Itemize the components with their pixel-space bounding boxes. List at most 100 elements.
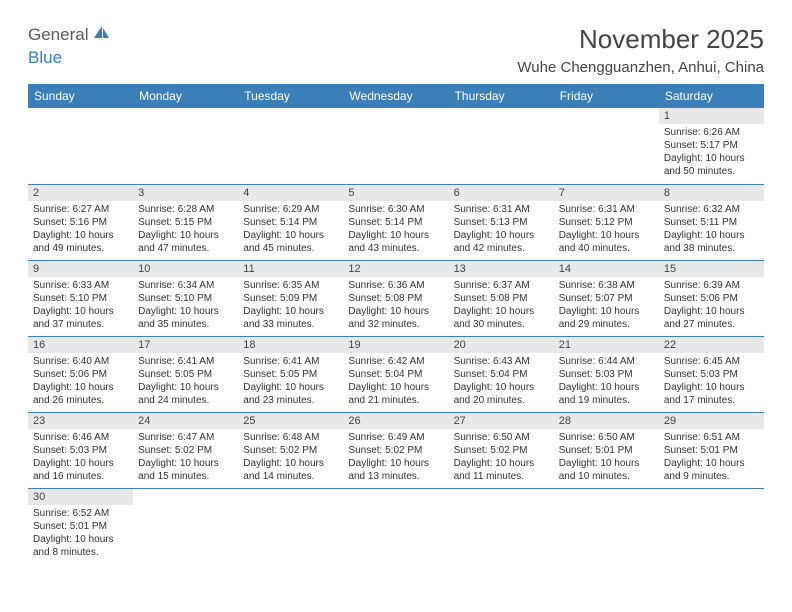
calendar-cell	[659, 488, 764, 564]
day-number: 13	[449, 261, 554, 277]
day-number: 29	[659, 413, 764, 429]
sunset-text: Sunset: 5:05 PM	[138, 368, 233, 381]
logo-blue-wrap: Blue	[28, 48, 62, 68]
sunrise-text: Sunrise: 6:32 AM	[664, 203, 759, 216]
day-number: 16	[28, 337, 133, 353]
location-subtitle: Wuhe Chengguanzhen, Anhui, China	[517, 59, 764, 76]
calendar-cell: 5Sunrise: 6:30 AMSunset: 5:14 PMDaylight…	[343, 184, 448, 260]
weekday-header: Monday	[133, 84, 238, 108]
day-number: 4	[238, 185, 343, 201]
day-number: 30	[28, 489, 133, 505]
sunrise-text: Sunrise: 6:47 AM	[138, 431, 233, 444]
calendar-cell: 6Sunrise: 6:31 AMSunset: 5:13 PMDaylight…	[449, 184, 554, 260]
calendar-week-row: 30Sunrise: 6:52 AMSunset: 5:01 PMDayligh…	[28, 488, 764, 564]
day-sun-info: Sunrise: 6:46 AMSunset: 5:03 PMDaylight:…	[28, 429, 133, 487]
calendar-cell	[238, 488, 343, 564]
sunrise-text: Sunrise: 6:49 AM	[348, 431, 443, 444]
sunset-text: Sunset: 5:03 PM	[664, 368, 759, 381]
sunrise-text: Sunrise: 6:40 AM	[33, 355, 128, 368]
day-number: 28	[554, 413, 659, 429]
sunrise-text: Sunrise: 6:50 AM	[559, 431, 654, 444]
day-sun-info: Sunrise: 6:52 AMSunset: 5:01 PMDaylight:…	[28, 505, 133, 563]
calendar-cell	[343, 488, 448, 564]
day-number: 9	[28, 261, 133, 277]
daylight-text: Daylight: 10 hours and 38 minutes.	[664, 229, 759, 255]
sail-icon	[92, 24, 112, 45]
calendar-cell	[343, 108, 448, 184]
calendar-cell: 21Sunrise: 6:44 AMSunset: 5:03 PMDayligh…	[554, 336, 659, 412]
day-sun-info: Sunrise: 6:42 AMSunset: 5:04 PMDaylight:…	[343, 353, 448, 411]
daylight-text: Daylight: 10 hours and 19 minutes.	[559, 381, 654, 407]
daylight-text: Daylight: 10 hours and 20 minutes.	[454, 381, 549, 407]
day-sun-info: Sunrise: 6:50 AMSunset: 5:01 PMDaylight:…	[554, 429, 659, 487]
day-sun-info: Sunrise: 6:32 AMSunset: 5:11 PMDaylight:…	[659, 201, 764, 259]
sunrise-text: Sunrise: 6:38 AM	[559, 279, 654, 292]
day-number: 1	[659, 108, 764, 124]
daylight-text: Daylight: 10 hours and 24 minutes.	[138, 381, 233, 407]
calendar-cell: 14Sunrise: 6:38 AMSunset: 5:07 PMDayligh…	[554, 260, 659, 336]
daylight-text: Daylight: 10 hours and 43 minutes.	[348, 229, 443, 255]
calendar-week-row: 9Sunrise: 6:33 AMSunset: 5:10 PMDaylight…	[28, 260, 764, 336]
day-number: 17	[133, 337, 238, 353]
daylight-text: Daylight: 10 hours and 37 minutes.	[33, 305, 128, 331]
day-number: 8	[659, 185, 764, 201]
weekday-header: Sunday	[28, 84, 133, 108]
calendar-cell: 10Sunrise: 6:34 AMSunset: 5:10 PMDayligh…	[133, 260, 238, 336]
calendar-cell: 16Sunrise: 6:40 AMSunset: 5:06 PMDayligh…	[28, 336, 133, 412]
sunrise-text: Sunrise: 6:35 AM	[243, 279, 338, 292]
sunset-text: Sunset: 5:02 PM	[454, 444, 549, 457]
logo-text-general: General	[28, 25, 88, 45]
calendar-cell	[449, 108, 554, 184]
day-number: 6	[449, 185, 554, 201]
day-sun-info: Sunrise: 6:51 AMSunset: 5:01 PMDaylight:…	[659, 429, 764, 487]
sunrise-text: Sunrise: 6:51 AM	[664, 431, 759, 444]
day-number: 20	[449, 337, 554, 353]
sunset-text: Sunset: 5:08 PM	[348, 292, 443, 305]
sunset-text: Sunset: 5:01 PM	[559, 444, 654, 457]
sunrise-text: Sunrise: 6:27 AM	[33, 203, 128, 216]
logo-text-blue: Blue	[28, 48, 62, 67]
daylight-text: Daylight: 10 hours and 21 minutes.	[348, 381, 443, 407]
daylight-text: Daylight: 10 hours and 13 minutes.	[348, 457, 443, 483]
sunset-text: Sunset: 5:01 PM	[33, 520, 128, 533]
day-sun-info: Sunrise: 6:31 AMSunset: 5:13 PMDaylight:…	[449, 201, 554, 259]
day-number: 14	[554, 261, 659, 277]
day-number: 5	[343, 185, 448, 201]
calendar-cell: 23Sunrise: 6:46 AMSunset: 5:03 PMDayligh…	[28, 412, 133, 488]
calendar-cell: 30Sunrise: 6:52 AMSunset: 5:01 PMDayligh…	[28, 488, 133, 564]
day-number: 7	[554, 185, 659, 201]
sunset-text: Sunset: 5:14 PM	[348, 216, 443, 229]
calendar-cell: 28Sunrise: 6:50 AMSunset: 5:01 PMDayligh…	[554, 412, 659, 488]
day-sun-info: Sunrise: 6:41 AMSunset: 5:05 PMDaylight:…	[133, 353, 238, 411]
day-sun-info: Sunrise: 6:28 AMSunset: 5:15 PMDaylight:…	[133, 201, 238, 259]
day-sun-info: Sunrise: 6:43 AMSunset: 5:04 PMDaylight:…	[449, 353, 554, 411]
day-number: 12	[343, 261, 448, 277]
sunset-text: Sunset: 5:05 PM	[243, 368, 338, 381]
calendar-cell: 15Sunrise: 6:39 AMSunset: 5:06 PMDayligh…	[659, 260, 764, 336]
daylight-text: Daylight: 10 hours and 45 minutes.	[243, 229, 338, 255]
day-sun-info: Sunrise: 6:29 AMSunset: 5:14 PMDaylight:…	[238, 201, 343, 259]
calendar-cell: 27Sunrise: 6:50 AMSunset: 5:02 PMDayligh…	[449, 412, 554, 488]
calendar-cell	[133, 488, 238, 564]
weekday-header: Tuesday	[238, 84, 343, 108]
sunset-text: Sunset: 5:13 PM	[454, 216, 549, 229]
day-sun-info: Sunrise: 6:37 AMSunset: 5:08 PMDaylight:…	[449, 277, 554, 335]
day-sun-info: Sunrise: 6:47 AMSunset: 5:02 PMDaylight:…	[133, 429, 238, 487]
sunrise-text: Sunrise: 6:28 AM	[138, 203, 233, 216]
calendar-cell: 3Sunrise: 6:28 AMSunset: 5:15 PMDaylight…	[133, 184, 238, 260]
day-number: 2	[28, 185, 133, 201]
calendar-cell: 18Sunrise: 6:41 AMSunset: 5:05 PMDayligh…	[238, 336, 343, 412]
calendar-cell	[449, 488, 554, 564]
daylight-text: Daylight: 10 hours and 9 minutes.	[664, 457, 759, 483]
day-number: 3	[133, 185, 238, 201]
sunset-text: Sunset: 5:17 PM	[664, 139, 759, 152]
calendar-week-row: 1Sunrise: 6:26 AMSunset: 5:17 PMDaylight…	[28, 108, 764, 184]
sunrise-text: Sunrise: 6:36 AM	[348, 279, 443, 292]
sunset-text: Sunset: 5:10 PM	[33, 292, 128, 305]
sunset-text: Sunset: 5:09 PM	[243, 292, 338, 305]
weekday-header: Thursday	[449, 84, 554, 108]
daylight-text: Daylight: 10 hours and 16 minutes.	[33, 457, 128, 483]
day-number: 19	[343, 337, 448, 353]
logo: General	[28, 24, 114, 45]
calendar-cell: 11Sunrise: 6:35 AMSunset: 5:09 PMDayligh…	[238, 260, 343, 336]
